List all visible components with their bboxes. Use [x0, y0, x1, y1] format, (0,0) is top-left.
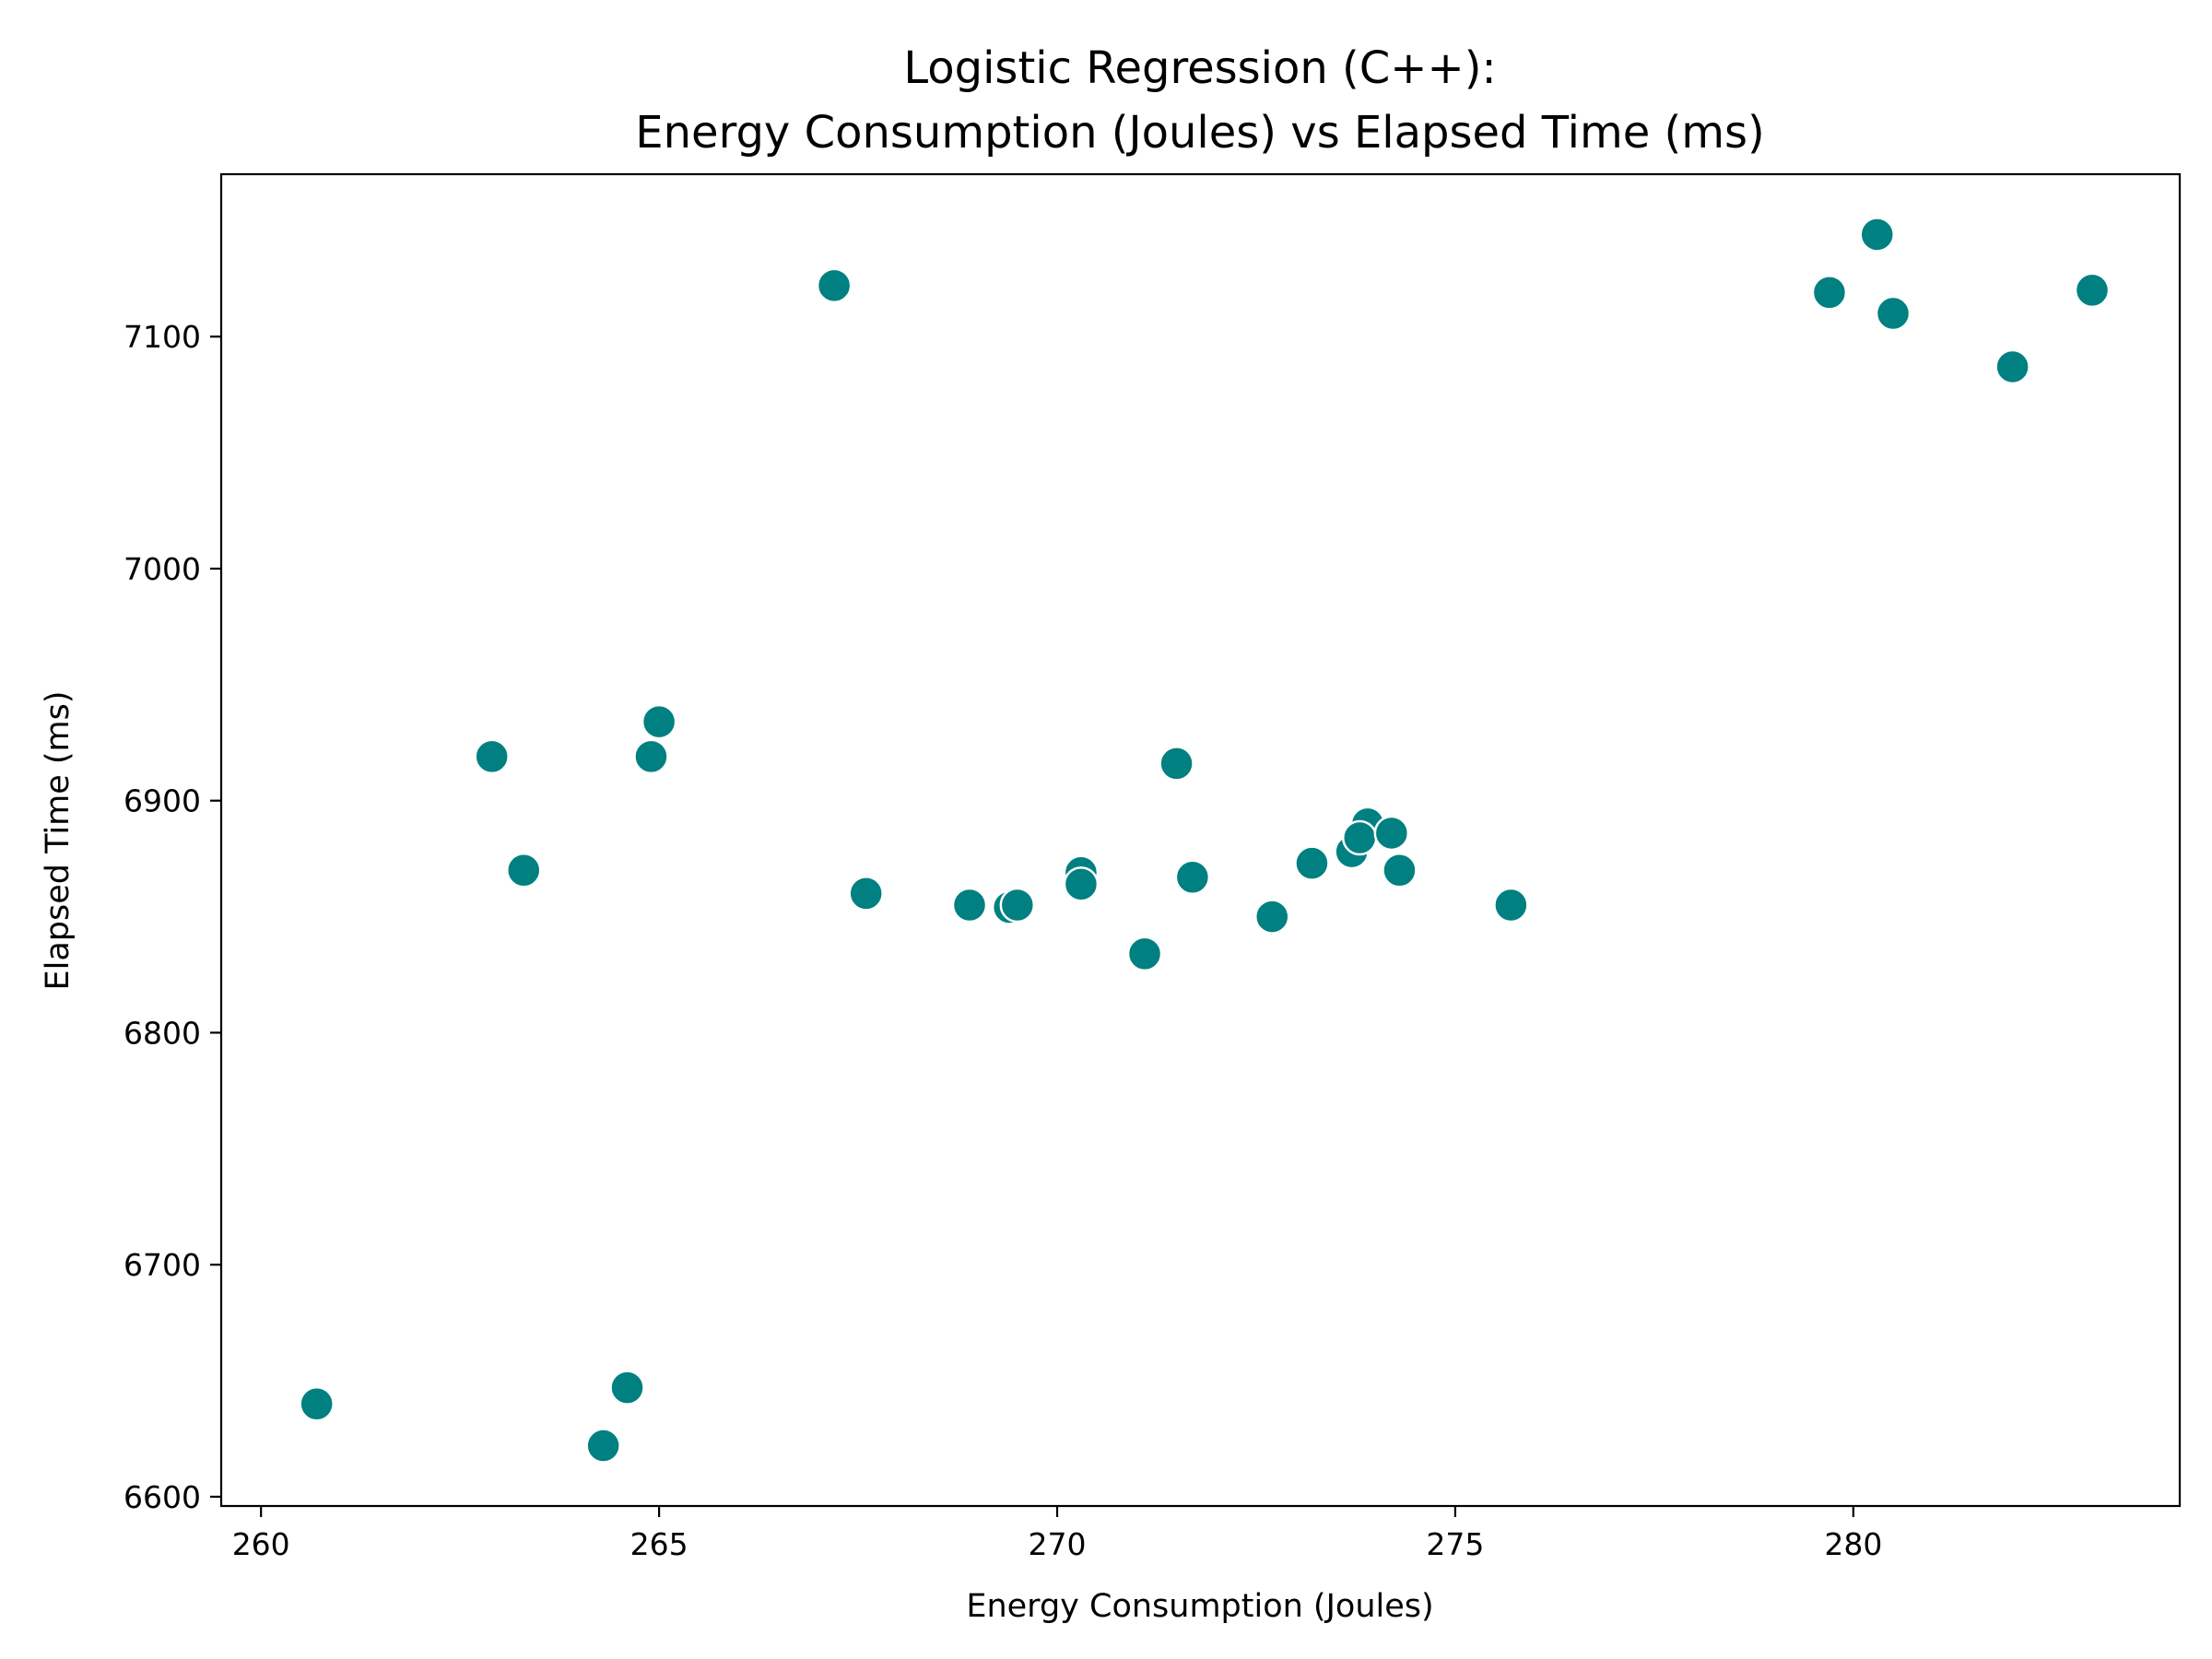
data-point [1253, 899, 1290, 935]
data-point [1159, 746, 1194, 782]
x-tick-label: 260 [232, 1526, 290, 1562]
data-point [1493, 887, 1529, 924]
x-tick-label: 265 [630, 1526, 688, 1562]
x-tick-label: 275 [1426, 1526, 1484, 1562]
data-points [299, 217, 2111, 1464]
data-point [999, 887, 1036, 924]
x-axis-label: Energy Consumption (Joules) [966, 1588, 1433, 1625]
y-tick-label: 6900 [124, 783, 201, 819]
data-point [299, 1385, 335, 1422]
y-tick-label: 6700 [124, 1247, 201, 1283]
chart-title: Logistic Regression (C++): [903, 42, 1496, 94]
plot-frame [219, 172, 2182, 1508]
data-point [1373, 815, 1410, 852]
data-point [1126, 935, 1163, 972]
y-tick-label: 6600 [124, 1479, 201, 1515]
data-point [816, 267, 853, 304]
data-point [633, 738, 669, 775]
data-point [1294, 845, 1330, 881]
data-point [1174, 859, 1211, 896]
data-point [1875, 295, 1912, 332]
data-point [474, 738, 510, 775]
data-point [641, 703, 677, 740]
y-tick-label: 7000 [124, 551, 201, 587]
data-point [1994, 348, 2030, 385]
data-point [1063, 866, 1100, 902]
data-point [1342, 819, 1378, 856]
y-tick-label: 7100 [124, 319, 201, 355]
y-axis-label: Elapsed Time (ms) [40, 690, 76, 990]
data-point [2074, 272, 2111, 309]
data-point [506, 852, 542, 888]
y-axis: 6600 6700 6800 6900 7000 7100 [124, 319, 221, 1515]
data-point [585, 1428, 621, 1464]
x-axis: 260 265 270 275 280 [232, 1506, 1882, 1562]
x-tick-label: 270 [1029, 1526, 1087, 1562]
data-point [1859, 217, 1895, 253]
data-point [1382, 852, 1418, 888]
data-point [1811, 275, 1848, 311]
data-point [848, 876, 884, 912]
y-tick-label: 6800 [124, 1015, 201, 1051]
data-point [951, 887, 988, 924]
chart-subtitle: Energy Consumption (Joules) vs Elapsed T… [635, 107, 1764, 159]
x-tick-label: 280 [1824, 1526, 1882, 1562]
data-point [609, 1370, 645, 1406]
